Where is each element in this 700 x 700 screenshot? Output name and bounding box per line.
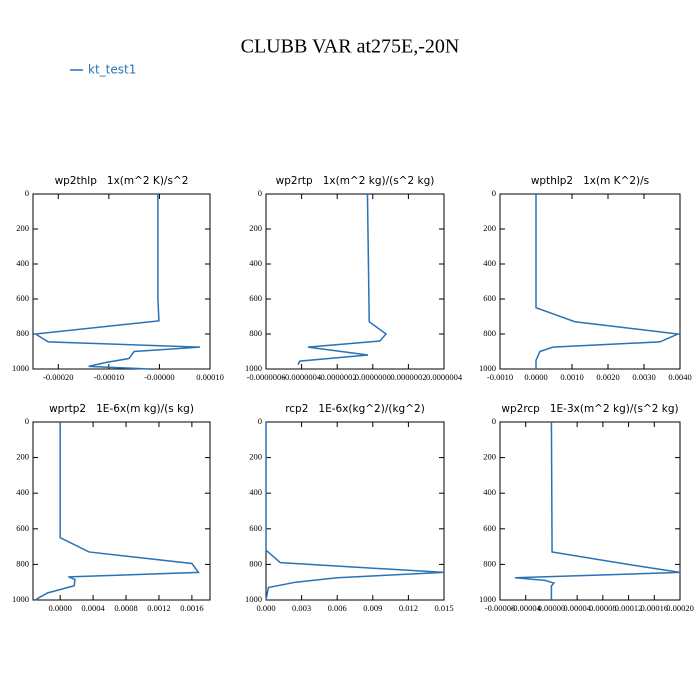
x-tick-label: -0.0010 [487, 372, 513, 382]
x-tick-label: 0.0010 [560, 372, 583, 382]
x-tick-label: 0.00008 [589, 603, 617, 613]
y-tick-label: 200 [16, 452, 29, 462]
x-tick-label: 0.0000004 [426, 372, 463, 382]
y-tick-label: 200 [483, 452, 496, 462]
x-tick-label: 0.003 [292, 603, 311, 613]
x-tick-label: 0.0000002 [390, 372, 426, 382]
x-tick-label: 0.0008 [114, 603, 137, 613]
y-tick-label: 400 [16, 487, 29, 497]
y-tick-label: 0 [258, 416, 262, 426]
figure-title: CLUBB VAR at275E,-20N [241, 36, 460, 58]
y-tick-label: 800 [16, 328, 29, 338]
y-tick-label: 1000 [245, 594, 262, 604]
x-tick-label: 0.00010 [196, 372, 224, 382]
plot-frame [499, 421, 681, 601]
y-tick-label: 200 [16, 223, 29, 233]
x-tick-label: -0.00000 [144, 372, 174, 382]
y-tick-label: 600 [16, 523, 29, 533]
y-tick-label: 400 [249, 258, 262, 268]
y-tick-label: 400 [483, 487, 496, 497]
y-tick-label: 600 [249, 523, 262, 533]
y-tick-label: 0 [25, 416, 29, 426]
subplot-title: wp2thlp 1x(m^2 K)/s^2 [55, 175, 189, 187]
y-tick-label: 1000 [479, 594, 496, 604]
subplot-title: wp2rtp 1x(m^2 kg)/(s^2 kg) [276, 175, 435, 187]
plot-frame [32, 421, 211, 601]
profile-line [297, 193, 388, 365]
x-tick-label: 0.012 [399, 603, 418, 613]
profile-line [535, 194, 681, 369]
x-tick-label: -0.0000002 [318, 372, 357, 382]
y-tick-label: 800 [249, 328, 262, 338]
profile-line [265, 422, 445, 601]
profile-line [514, 421, 681, 600]
x-tick-label: 0.006 [328, 603, 347, 613]
y-tick-label: 400 [483, 258, 496, 268]
x-tick-label: 0.0040 [668, 372, 691, 382]
x-tick-label: 0.0016 [180, 603, 203, 613]
x-tick-label: -0.00020 [43, 372, 73, 382]
y-tick-label: 200 [249, 452, 262, 462]
x-tick-label: -0.00010 [94, 372, 124, 382]
plot-frame [265, 193, 445, 370]
x-tick-label: 0.0000 [48, 603, 71, 613]
y-tick-label: 800 [483, 558, 496, 568]
x-tick-label: 0.0000 [524, 372, 547, 382]
x-tick-label: 0.0000000 [355, 372, 391, 382]
x-tick-label: 0.0004 [81, 603, 105, 613]
profile-line [33, 194, 200, 370]
x-tick-label: 0.0030 [632, 372, 655, 382]
y-tick-label: 1000 [479, 363, 496, 373]
x-tick-label: 0.000 [256, 603, 275, 613]
y-tick-label: 600 [16, 293, 29, 303]
profile-line [35, 422, 200, 601]
y-tick-label: 1000 [12, 594, 29, 604]
y-tick-label: 600 [249, 293, 262, 303]
x-tick-label: -0.0000004 [282, 372, 322, 382]
y-tick-label: 1000 [245, 363, 262, 373]
x-tick-label: -0.00008 [485, 603, 515, 613]
y-tick-label: 800 [483, 328, 496, 338]
y-tick-label: 600 [483, 523, 496, 533]
y-tick-label: 0 [492, 188, 496, 198]
x-tick-label: 0.00004 [563, 603, 591, 613]
x-tick-label: 0.0012 [147, 603, 170, 613]
legend-label: kt_test1 [88, 63, 136, 77]
x-tick-label: 0.009 [363, 603, 382, 613]
y-tick-label: 1000 [12, 363, 29, 373]
y-tick-label: 400 [16, 258, 29, 268]
y-tick-label: 0 [258, 188, 262, 198]
y-tick-label: 400 [249, 487, 262, 497]
y-tick-label: 800 [16, 558, 29, 568]
subplot-title: wp2rcp 1E-3x(m^2 kg)/(s^2 kg) [501, 403, 678, 415]
x-tick-label: 0.0020 [596, 372, 619, 382]
y-tick-label: 0 [492, 416, 496, 426]
x-tick-label: -0.00004 [510, 603, 541, 613]
plot-frame [32, 193, 211, 370]
y-tick-label: 200 [483, 223, 496, 233]
x-tick-label: 0.00000 [538, 603, 566, 613]
x-tick-label: 0.00020 [666, 603, 694, 613]
x-tick-label: -0.0000006 [247, 372, 286, 382]
subplot-title: wprtp2 1E-6x(m kg)/(s kg) [49, 403, 194, 415]
y-tick-label: 800 [249, 558, 262, 568]
y-tick-label: 200 [249, 223, 262, 233]
x-tick-label: 0.00016 [640, 603, 668, 613]
y-tick-label: 600 [483, 293, 496, 303]
subplot-title: rcp2 1E-6x(kg^2)/(kg^2) [285, 403, 425, 415]
y-tick-label: 0 [25, 188, 29, 198]
plot-frame [499, 193, 681, 370]
subplot-title: wpthlp2 1x(m K^2)/s [531, 175, 649, 187]
x-tick-label: 0.00012 [615, 603, 643, 613]
x-tick-label: 0.015 [434, 603, 453, 613]
